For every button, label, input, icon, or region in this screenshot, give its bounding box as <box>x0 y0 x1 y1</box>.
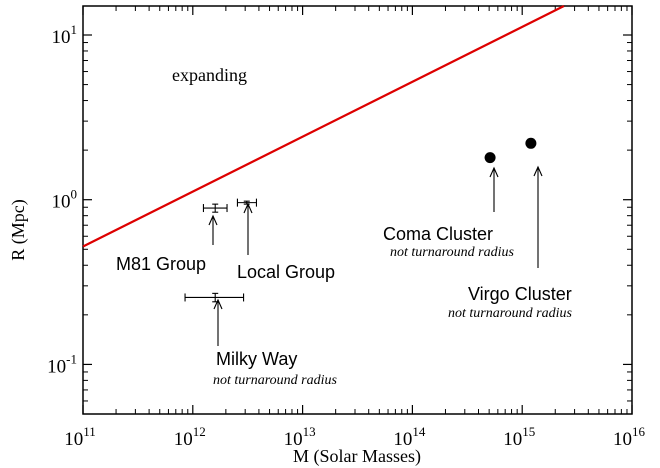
note-coma-cluster: not turnaround radius <box>390 245 514 260</box>
x-tick-label: 1012 <box>174 424 206 450</box>
label-local-group: Local Group <box>237 262 335 282</box>
label-m81-group: M81 Group <box>116 254 206 274</box>
x-tick-label-base: 10 <box>64 429 83 450</box>
arrow-head-m81-group <box>208 214 218 226</box>
label-milky-way: Milky Way <box>216 349 297 369</box>
y-tick-label: 100 <box>52 187 78 213</box>
x-tick-label: 1015 <box>503 424 535 450</box>
x-tick-label-base: 10 <box>393 429 412 450</box>
data-point-milky-way <box>184 292 245 303</box>
y-tick-label: 10-1 <box>47 351 77 377</box>
turnaround-line <box>82 5 565 248</box>
note-milky-way: not turnaround radius <box>213 373 337 388</box>
data-point-coma-cluster <box>484 152 496 164</box>
y-tick-label-base: 10 <box>52 192 71 213</box>
y-tick-label-base: 10 <box>52 27 71 48</box>
x-tick-label-base: 10 <box>613 429 632 450</box>
x-tick-label-exponent: 11 <box>83 424 96 439</box>
note-virgo-cluster: not turnaround radius <box>448 306 572 321</box>
y-axis-title: R (Mpc) <box>8 199 29 261</box>
arrow-head-coma-cluster <box>489 166 499 178</box>
x-tick-label-exponent: 12 <box>193 424 206 439</box>
y-tick-label-base: 10 <box>47 356 66 377</box>
label-coma-cluster: Coma Cluster <box>383 224 493 244</box>
x-tick-label: 1014 <box>393 424 426 450</box>
x-tick-label-exponent: 14 <box>412 424 426 439</box>
x-tick-label-base: 10 <box>503 429 522 450</box>
y-tick-label: 101 <box>52 22 78 48</box>
x-tick-label-exponent: 16 <box>632 424 646 439</box>
x-tick-label: 1013 <box>284 424 316 450</box>
data-point-virgo-cluster <box>525 137 537 149</box>
x-tick-label-exponent: 13 <box>303 424 316 439</box>
arrow-head-local-group <box>243 202 253 214</box>
region-label-expanding: expanding <box>172 65 247 85</box>
data-point-m81-group <box>202 203 228 213</box>
x-tick-label-base: 10 <box>174 429 193 450</box>
x-axis-title: M (Solar Masses) <box>293 446 421 467</box>
arrow-head-milky-way <box>213 298 223 310</box>
label-virgo-cluster: Virgo Cluster <box>468 284 572 304</box>
x-tick-label: 1011 <box>64 424 96 450</box>
y-tick-label-exponent: 0 <box>71 187 78 202</box>
x-tick-label: 1016 <box>613 424 646 450</box>
y-tick-label-exponent: -1 <box>66 351 77 366</box>
arrow-head-virgo-cluster <box>533 165 543 177</box>
data-point-local-group <box>236 198 258 207</box>
plot-frame <box>82 5 633 415</box>
x-tick-label-exponent: 15 <box>522 424 535 439</box>
x-tick-label-base: 10 <box>284 429 303 450</box>
y-tick-label-exponent: 1 <box>71 22 78 37</box>
